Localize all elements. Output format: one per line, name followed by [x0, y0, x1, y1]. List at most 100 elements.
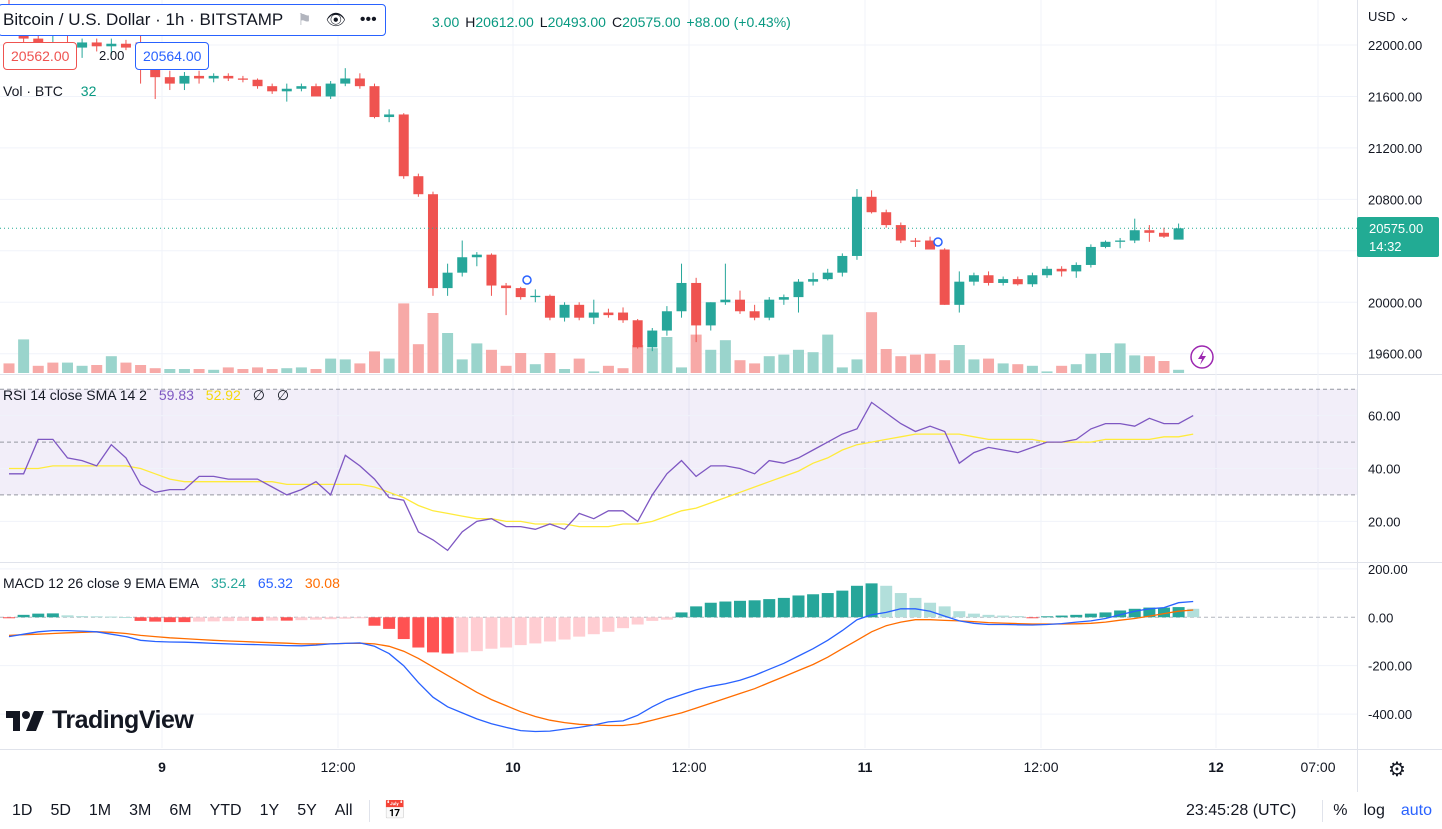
rsi-value-4: ∅	[276, 387, 290, 403]
macd-histogram-bar	[734, 600, 746, 618]
volume-bar	[515, 353, 527, 373]
event-marker	[933, 237, 943, 247]
volume-bar	[471, 343, 483, 373]
volume-bar	[602, 365, 614, 373]
candle-body	[354, 78, 365, 87]
utc-clock[interactable]: 23:45:28 (UTC)	[1186, 801, 1297, 819]
volume-bar	[895, 356, 907, 373]
macd-legend[interactable]: MACD 12 26 close 9 EMA EMA 35.24 65.32 3…	[3, 575, 348, 591]
macd-histogram-bar	[1157, 607, 1170, 618]
macd-histogram-bar	[1114, 610, 1127, 618]
range-button-1m[interactable]: 1M	[88, 801, 112, 819]
more-icon[interactable]: •••	[359, 11, 377, 28]
range-button-1d[interactable]: 1D	[12, 801, 33, 819]
candle-body	[793, 281, 804, 298]
macd-histogram-bar	[222, 617, 235, 622]
candle-body	[983, 275, 994, 283]
volume-bar	[880, 349, 892, 373]
range-button-1y[interactable]: 1Y	[259, 801, 280, 819]
macd-histogram-bar	[46, 613, 59, 618]
macd-histogram-bar	[836, 590, 849, 618]
range-button-all[interactable]: All	[334, 801, 353, 819]
settings-gear-icon[interactable]: ⚙	[1388, 759, 1406, 781]
candle-body	[603, 312, 614, 316]
candle-body	[778, 297, 789, 300]
candle-body	[1100, 241, 1111, 247]
macd-signal-value: 30.08	[304, 575, 340, 591]
volume-bar	[792, 349, 804, 373]
currency-label: USD	[1368, 9, 1396, 24]
eye-icon[interactable]: 👁	[325, 12, 346, 29]
macd-histogram-bar	[295, 617, 308, 621]
volume-bar	[997, 363, 1009, 373]
candle-body	[530, 295, 541, 298]
auto-toggle[interactable]: auto	[1400, 801, 1432, 819]
rsi-legend[interactable]: RSI 14 close SMA 14 2 59.83 52.92 ∅ ∅	[3, 387, 297, 404]
chart-canvas[interactable]: 22000.00 21600.00 21200.00 20800.00 20000.00…	[0, 0, 1442, 792]
candle-body	[281, 88, 292, 92]
macd-histogram-bar	[119, 617, 132, 619]
candle-body	[851, 196, 862, 256]
price-axis-label: 21600.00	[1368, 89, 1422, 104]
rsi-axis-label: 20.00	[1368, 514, 1401, 529]
last-price-value: 20575.00	[1369, 221, 1424, 236]
volume-bar	[310, 369, 322, 373]
range-button-6m[interactable]: 6M	[169, 801, 192, 819]
ohlc-readout: 3.00 H20612.00 L20493.00 C20575.00 +88.00 (+…	[432, 14, 797, 30]
volume-bar	[456, 359, 468, 373]
volume-bar	[135, 365, 147, 373]
date-range-icon[interactable]: 📅	[383, 800, 406, 820]
candle-body	[574, 304, 585, 318]
candle-body	[618, 312, 629, 321]
volume-bar	[281, 368, 293, 373]
range-button-3m[interactable]: 3M	[129, 801, 152, 819]
candle-body	[925, 240, 936, 250]
symbol-title-text: Bitcoin / U.S. Dollar · 1h · BITSTAMP	[3, 10, 284, 29]
range-button-5y[interactable]: 5Y	[297, 801, 317, 819]
macd-axis-label: -400.00	[1368, 707, 1412, 722]
macd-histogram-bar	[149, 617, 162, 622]
macd-histogram-bar	[193, 617, 206, 622]
macd-histogram-bar	[1041, 616, 1054, 618]
volume-bar	[588, 371, 600, 373]
symbol-title[interactable]: Bitcoin / U.S. Dollar · 1h · BITSTAMP ⚑ …	[0, 4, 386, 36]
macd-axis-label: -200.00	[1368, 659, 1412, 674]
macd-histogram-bar	[704, 602, 717, 618]
volume-bar	[1085, 353, 1097, 373]
macd-histogram-bar	[236, 617, 249, 621]
macd-histogram-bar	[339, 617, 352, 619]
macd-histogram-bar	[792, 595, 805, 618]
volume-bar	[807, 352, 819, 373]
currency-selector[interactable]: USD ⌄	[1368, 9, 1410, 25]
volume-bar	[1143, 356, 1155, 373]
range-button-5d[interactable]: 5D	[50, 801, 71, 819]
percent-toggle[interactable]: %	[1333, 801, 1348, 819]
volume-bar	[1129, 355, 1141, 373]
candle-body	[120, 43, 131, 48]
last-price-tag: 20575.00 14:32	[1357, 217, 1439, 257]
macd-histogram-bar	[1172, 607, 1185, 618]
buy-button[interactable]: 20564.00	[135, 42, 210, 70]
macd-histogram-bar	[880, 585, 893, 618]
range-button-ytd[interactable]: YTD	[209, 801, 242, 819]
volume-bar	[617, 368, 629, 373]
macd-histogram-bar	[207, 617, 220, 622]
volume-bar	[719, 340, 731, 373]
candle-body	[632, 320, 643, 348]
tradingview-logo-icon	[6, 710, 44, 731]
sell-button[interactable]: 20562.00	[3, 42, 78, 70]
log-toggle[interactable]: log	[1363, 801, 1385, 819]
macd-histogram-bar	[90, 616, 103, 618]
ohlc-low: 20493.00	[547, 14, 606, 30]
rsi-label: RSI 14 close SMA 14 2	[3, 387, 147, 403]
rsi-value: 59.83	[158, 387, 194, 403]
candle-body	[764, 299, 775, 318]
candle-body	[735, 299, 745, 312]
volume-bar	[354, 363, 366, 373]
macd-histogram-bar	[631, 617, 644, 625]
ohlc-open: 3.00	[432, 14, 460, 30]
time-axis-label: 07:00	[1300, 759, 1335, 775]
volume-bar	[968, 359, 980, 373]
volume-bar	[325, 358, 337, 373]
flag-icon[interactable]: ⚑	[297, 12, 312, 29]
